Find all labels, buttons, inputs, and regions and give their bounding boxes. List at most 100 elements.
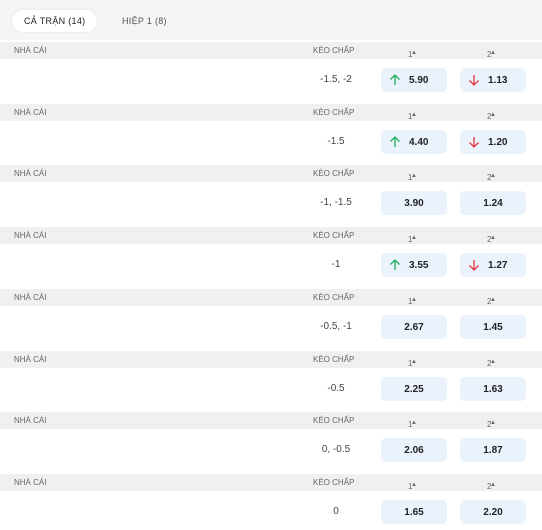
arrow-down xyxy=(469,75,479,86)
col-bookmaker: NHÀ CÁI xyxy=(14,354,47,364)
col-label: 1 xyxy=(408,235,413,245)
odds-value: 1.63 xyxy=(483,383,503,395)
odds-box[interactable]: 2.06 xyxy=(381,438,447,463)
odds-value: 1.20 xyxy=(488,136,508,148)
odds-box[interactable]: 1.24 xyxy=(460,191,526,216)
col-label: 1 xyxy=(408,296,413,306)
handicap: -0.5, -1 xyxy=(320,320,352,332)
handicap: -1.5, -2 xyxy=(320,74,352,85)
col-bookmaker: NHÀ CÁI xyxy=(14,292,47,302)
sort-icon: ▲ xyxy=(490,173,496,180)
col-label: 2 xyxy=(487,481,492,491)
sort-icon: ▲ xyxy=(490,235,496,242)
odds-value: 1.13 xyxy=(488,75,508,86)
sort-icon: ▲ xyxy=(490,481,496,488)
table-header: NHÀ CÁI KÈO CHẤP 1 ▲ 2 ▲ xyxy=(0,288,542,306)
sort-icon: ▲ xyxy=(411,111,417,118)
odds-value: 3.90 xyxy=(404,198,424,210)
odds-box[interactable]: 1.20 xyxy=(460,129,526,154)
odds-row: 0, -0.5 2.06 1.87 xyxy=(0,429,542,473)
tab[interactable]: CẢ TRẬN (14) xyxy=(12,10,98,32)
odds-box[interactable]: 2.25 xyxy=(381,376,447,401)
col-bookmaker: NHÀ CÁI xyxy=(14,477,47,487)
odds-value: 1.27 xyxy=(488,260,508,272)
odds-box[interactable]: 4.40 xyxy=(381,129,447,154)
odds-value: 2.25 xyxy=(404,383,424,395)
odds-value: 1.87 xyxy=(483,445,503,457)
odds-box[interactable]: 1.65 xyxy=(381,499,447,524)
odds-value: 1.45 xyxy=(483,321,503,333)
odds-value: 4.40 xyxy=(409,136,429,148)
odds-value: 1.24 xyxy=(483,198,503,210)
col-label: 1 xyxy=(408,50,413,59)
col-label: 2 xyxy=(487,420,492,430)
sort-icon: ▲ xyxy=(411,50,417,56)
col-label: 2 xyxy=(487,296,492,306)
odds-value: 2.06 xyxy=(404,445,424,457)
odds-row: -0.5, -1 2.67 1.45 xyxy=(0,306,542,350)
odds-box[interactable]: 1.45 xyxy=(460,314,526,339)
tab[interactable]: HIỆP 1 (8) xyxy=(122,16,167,26)
col-handicap: KÈO CHẤP xyxy=(313,292,355,302)
odds-box[interactable]: 3.55 xyxy=(381,253,447,278)
col-label: 2 xyxy=(487,173,492,183)
col-handicap: KÈO CHẤP xyxy=(313,477,355,487)
handicap: -0.5 xyxy=(327,382,345,394)
sort-icon: ▲ xyxy=(490,358,496,365)
table-header: NHÀ CÁI KÈO CHẤP 1 ▲ 2 ▲ xyxy=(0,473,542,491)
sort-icon: ▲ xyxy=(490,111,496,118)
table-header: NHÀ CÁI KÈO CHẤP 1 ▲ 2 ▲ xyxy=(0,227,542,245)
odds-value: 1.65 xyxy=(404,506,424,518)
table-header: NHÀ CÁI KÈO CHẤP 1 ▲ 2 ▲ xyxy=(0,165,542,183)
odds-box[interactable]: 1.27 xyxy=(460,253,526,278)
col-handicap: KÈO CHẤP xyxy=(313,46,355,55)
odds-row: -1.5, -2 5.90 1.13 xyxy=(0,59,542,103)
col-handicap: KÈO CHẤP xyxy=(313,354,355,364)
odds-box[interactable]: 1.13 xyxy=(460,68,526,92)
sort-icon: ▲ xyxy=(411,173,417,180)
handicap: -1.5 xyxy=(327,135,345,147)
col-handicap: KÈO CHẤP xyxy=(313,231,355,241)
arrow-down xyxy=(469,260,479,272)
col-handicap: KÈO CHẤP xyxy=(313,416,355,426)
handicap: 0 xyxy=(333,505,339,517)
col-label: 1 xyxy=(408,111,413,121)
col-bookmaker: NHÀ CÁI xyxy=(14,46,47,55)
odds-row: -1, -1.5 3.90 1.24 xyxy=(0,182,542,226)
arrow-up xyxy=(390,74,400,85)
arrow-up xyxy=(390,259,400,271)
odds-value: 2.67 xyxy=(404,321,424,333)
sort-icon: ▲ xyxy=(411,235,417,242)
odds-box[interactable]: 2.20 xyxy=(460,499,526,524)
col-bookmaker: NHÀ CÁI xyxy=(14,107,47,117)
odds-row: -0.5 2.25 1.63 xyxy=(0,368,542,412)
odds-row: -1 3.55 1.27 xyxy=(0,244,542,288)
col-bookmaker: NHÀ CÁI xyxy=(14,416,47,426)
table-header: NHÀ CÁI KÈO CHẤP 1 ▲ 2 ▲ xyxy=(0,350,542,368)
arrow-down xyxy=(469,136,479,148)
odds-box[interactable]: 5.90 xyxy=(381,68,447,92)
handicap: -1 xyxy=(331,259,341,271)
table-header: NHÀ CÁI KÈO CHẤP 1 ▲ 2 ▲ xyxy=(0,42,542,59)
col-label: 2 xyxy=(487,111,492,121)
sort-icon: ▲ xyxy=(490,420,496,427)
odds-box[interactable]: 1.63 xyxy=(460,376,526,401)
table-header: NHÀ CÁI KÈO CHẤP 1 ▲ 2 ▲ xyxy=(0,412,542,430)
odds-row: 0 1.65 2.20 xyxy=(0,491,542,530)
odds-value: 3.55 xyxy=(409,260,429,272)
odds-box[interactable]: 3.90 xyxy=(381,191,447,216)
col-label: 2 xyxy=(487,358,492,368)
handicap: 0, -0.5 xyxy=(321,444,351,456)
col-label: 1 xyxy=(408,420,413,430)
odds-row: -1.5 4.40 1.20 xyxy=(0,121,542,165)
tab-bar: CẢ TRẬN (14) HIỆP 1 (8) xyxy=(0,0,542,40)
odds-box[interactable]: 1.87 xyxy=(460,438,526,463)
col-bookmaker: NHÀ CÁI xyxy=(14,169,47,179)
odds-value: 2.20 xyxy=(483,506,503,518)
col-label: 2 xyxy=(487,50,492,59)
col-handicap: KÈO CHẤP xyxy=(313,169,355,179)
sort-icon: ▲ xyxy=(490,296,496,303)
handicap: -1, -1.5 xyxy=(320,197,352,209)
odds-box[interactable]: 2.67 xyxy=(381,314,447,339)
